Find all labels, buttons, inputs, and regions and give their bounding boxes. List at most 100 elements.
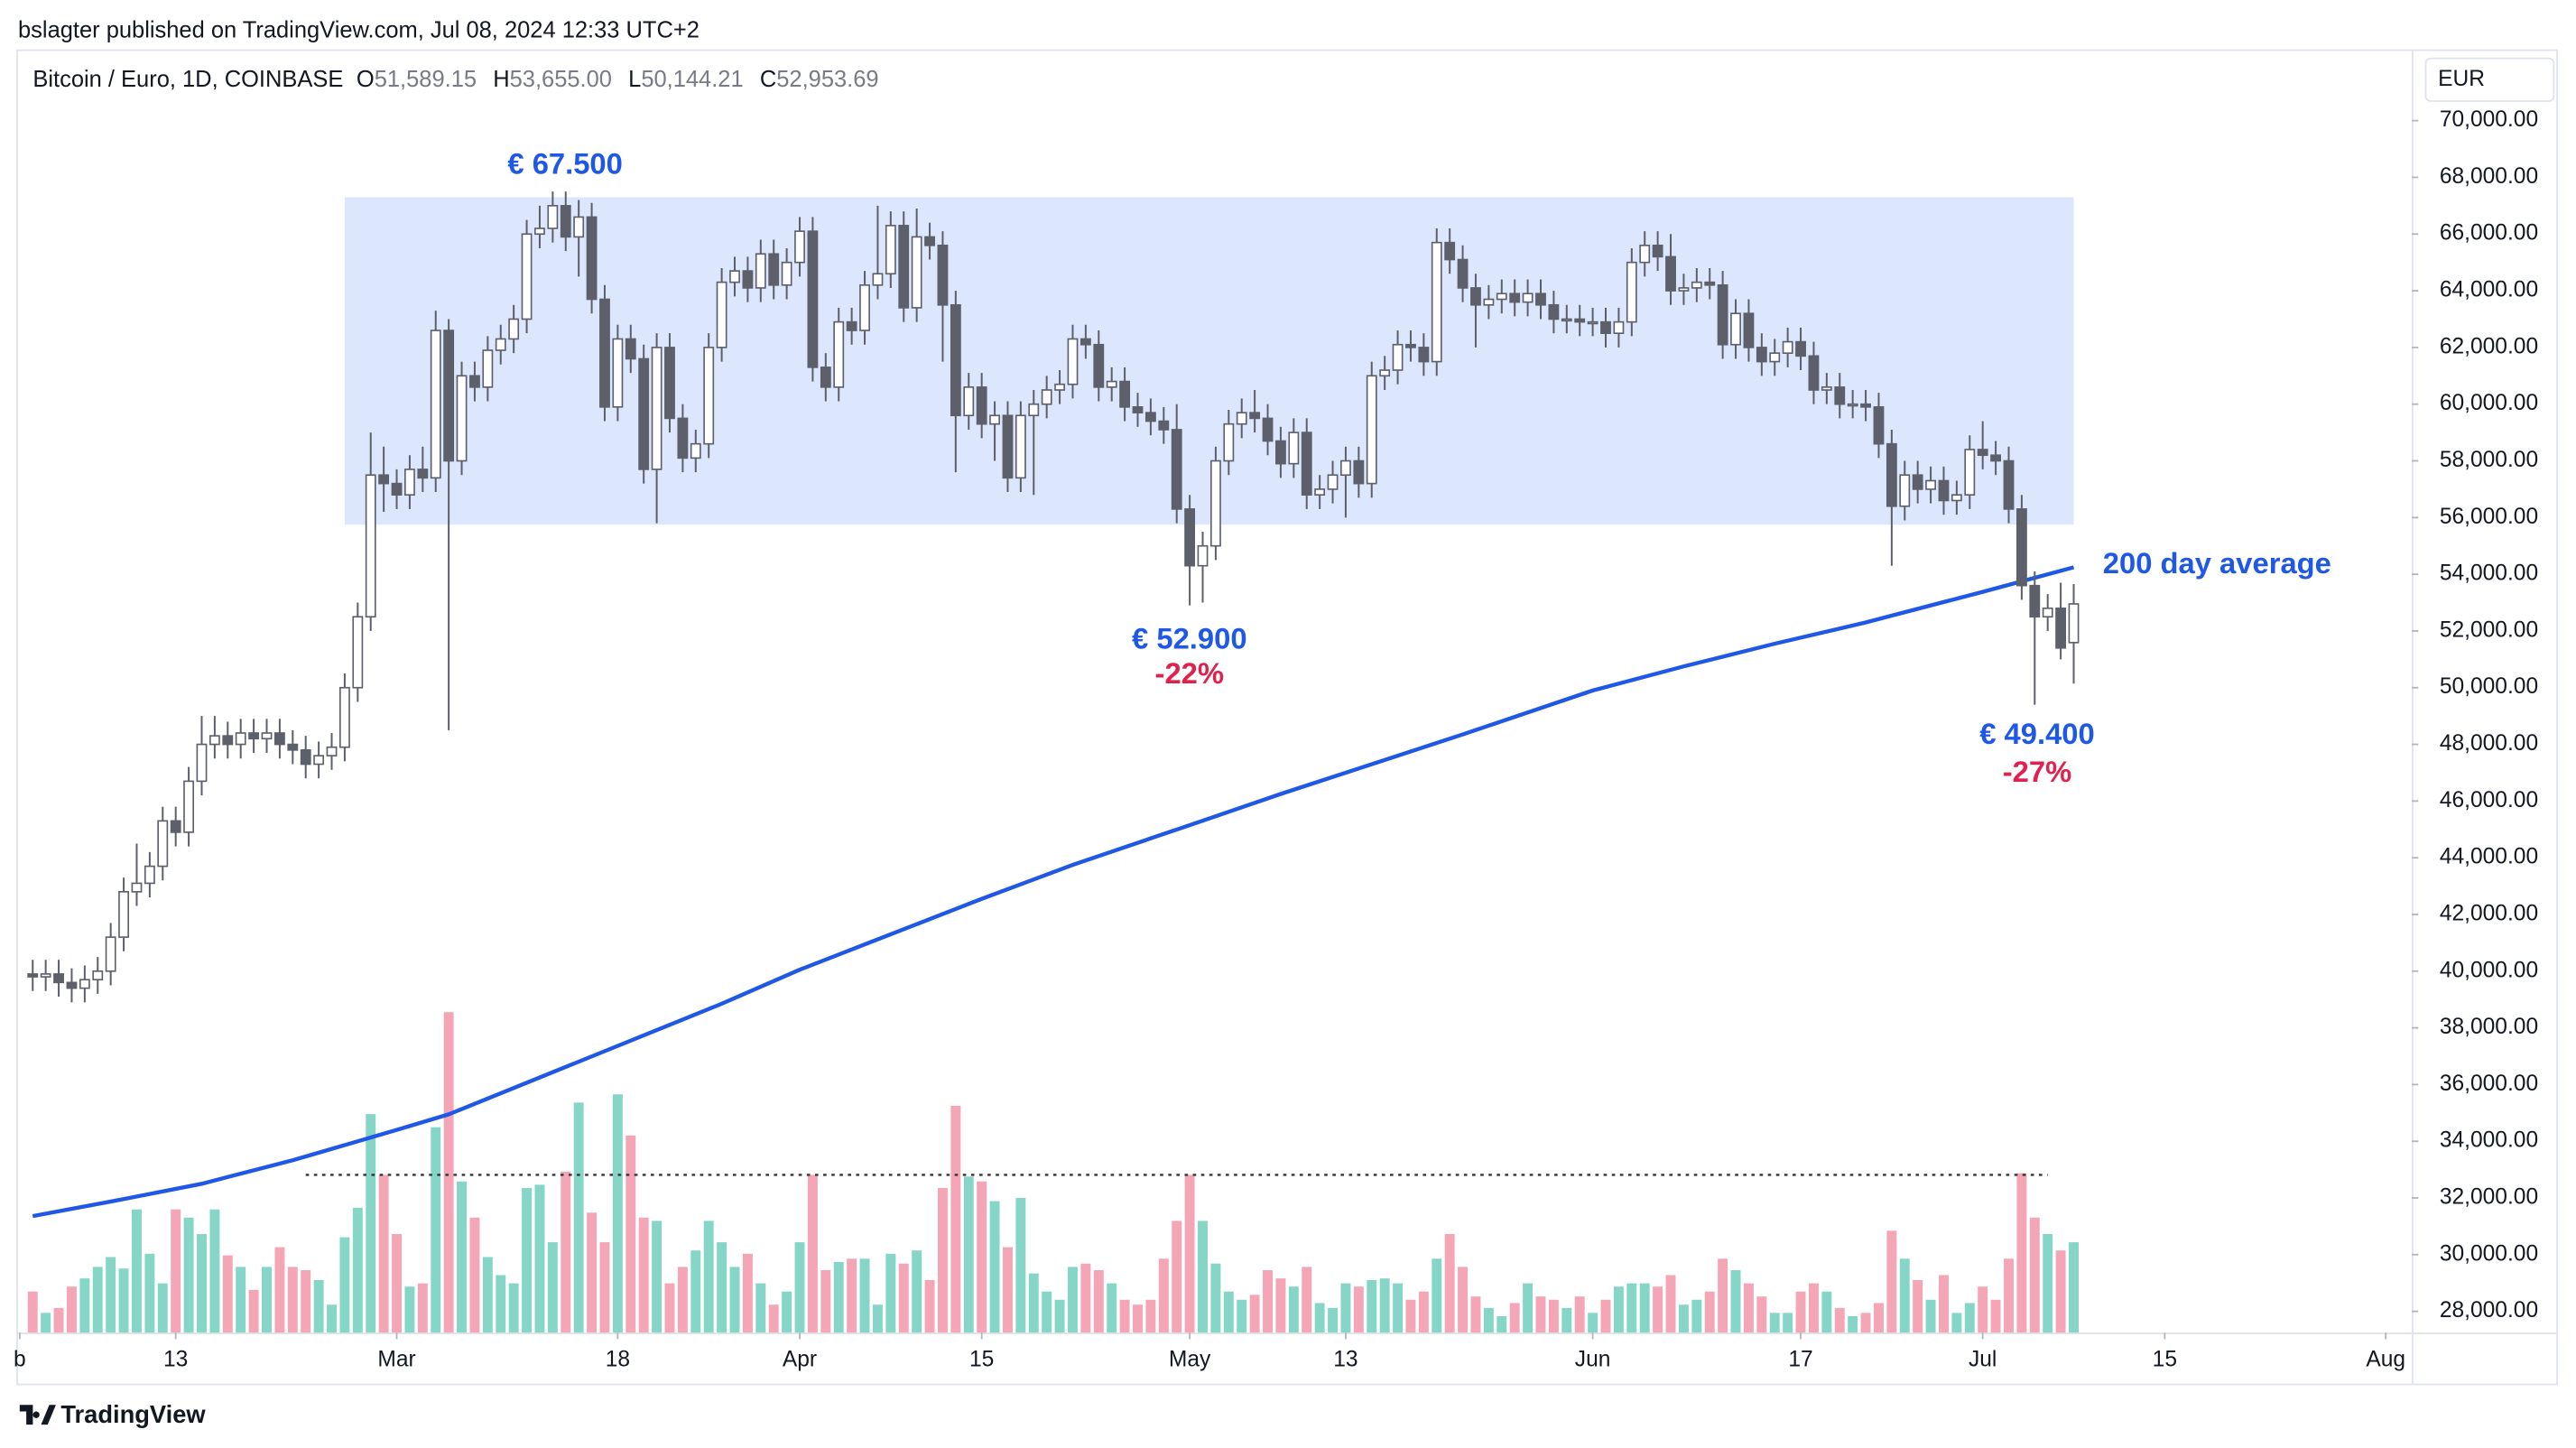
- candle-body: [716, 281, 727, 348]
- volume-bar: [1028, 1273, 1039, 1333]
- candle-body: [66, 981, 78, 989]
- candle-body: [79, 979, 90, 989]
- candle-body: [183, 780, 194, 833]
- candle-body: [1925, 479, 1936, 490]
- volume-bar: [924, 1279, 935, 1333]
- volume-bar: [612, 1094, 623, 1333]
- volume-bar: [1990, 1299, 2001, 1333]
- volume-bar: [457, 1181, 468, 1333]
- candle-body: [1613, 320, 1625, 335]
- candle-body: [989, 414, 1000, 425]
- volume-bar: [1080, 1263, 1091, 1333]
- y-tick-label: 66,000.00: [2440, 221, 2538, 246]
- y-tick-label: 46,000.00: [2440, 788, 2538, 812]
- volume-bar: [2016, 1173, 2027, 1333]
- volume-bar: [508, 1283, 519, 1333]
- volume-bar: [1600, 1299, 1611, 1333]
- volume-bar: [92, 1267, 103, 1333]
- candle-body: [573, 216, 585, 238]
- volume-bar: [989, 1201, 1000, 1333]
- candle-body: [755, 253, 766, 289]
- volume-bar: [1496, 1315, 1507, 1333]
- candle-body: [208, 735, 220, 746]
- candle-body: [404, 469, 415, 497]
- candle-body: [1470, 287, 1481, 306]
- ohlc-value: 50,144.21: [641, 67, 743, 92]
- x-tick-label: 17: [1788, 1348, 1812, 1372]
- candle-body: [1756, 347, 1767, 363]
- y-tick-label: 42,000.00: [2440, 901, 2538, 925]
- logo-icon[interactable]: [19, 1405, 56, 1425]
- ohlc-values: O51,589.15 H53,655.00 L50,144.21 C52,953.69: [357, 67, 879, 92]
- candle-body: [1769, 352, 1781, 363]
- volume-bar: [1275, 1278, 1286, 1333]
- candle-body: [807, 230, 819, 368]
- volume-bar: [547, 1242, 558, 1333]
- annotation-high: € 67.500: [507, 147, 622, 181]
- volume-bar: [132, 1209, 142, 1333]
- volume-bar: [1639, 1283, 1650, 1333]
- candle-body: [1236, 412, 1247, 425]
- candle-body: [820, 367, 831, 388]
- candle-body: [1431, 241, 1442, 363]
- volume-bar: [118, 1268, 129, 1333]
- candle-body: [1457, 258, 1469, 289]
- candle-body: [1067, 338, 1079, 385]
- volume-bar: [885, 1253, 896, 1333]
- candle-body: [1652, 245, 1663, 258]
- candle-body: [1392, 343, 1404, 371]
- volume-bar: [1535, 1296, 1546, 1333]
- volume-bar: [573, 1102, 584, 1333]
- volume-bar: [1691, 1299, 1702, 1333]
- candle-body: [1418, 347, 1430, 363]
- currency[interactable]: EUR: [2438, 67, 2485, 91]
- volume-bar: [404, 1286, 415, 1333]
- candle-body: [1197, 544, 1209, 567]
- y-tick-label: 62,000.00: [2440, 334, 2538, 358]
- candle-body: [1574, 318, 1586, 323]
- volume-bar: [313, 1279, 324, 1333]
- volume-bar: [1718, 1258, 1728, 1333]
- candle-body: [924, 236, 935, 246]
- volume-bar: [1483, 1307, 1494, 1333]
- x-tick-label: b: [14, 1348, 26, 1372]
- volume-bar: [1458, 1267, 1469, 1333]
- candle-body: [157, 820, 169, 868]
- range-box: [344, 197, 2074, 525]
- candle-body: [1730, 312, 1741, 346]
- publisher-line: bslagter published on TradingView.com, J…: [18, 17, 700, 42]
- candle-body: [391, 482, 403, 497]
- brand[interactable]: TradingView: [60, 1400, 206, 1428]
- volume-bar: [1548, 1299, 1559, 1333]
- currency-box[interactable]: [2424, 57, 2555, 102]
- candle-body: [534, 227, 545, 236]
- volume-bar: [1874, 1303, 1884, 1333]
- volume-bar: [755, 1283, 766, 1333]
- moving-average-line: [32, 565, 2075, 1219]
- volume-bar: [1808, 1283, 1819, 1333]
- x-tick-label: 15: [969, 1348, 994, 1372]
- candle-body: [235, 732, 246, 746]
- volume-bar: [1249, 1295, 1260, 1333]
- volume-bar: [171, 1209, 181, 1333]
- volume-bar: [742, 1253, 753, 1333]
- y-tick-label: 48,000.00: [2440, 731, 2538, 756]
- candle-body: [2055, 607, 2067, 649]
- volume-bar: [274, 1247, 285, 1333]
- volume-bar: [1939, 1275, 1949, 1333]
- candle-body: [1080, 338, 1091, 346]
- volume-bar: [1783, 1313, 1793, 1333]
- ohlc-key: L: [628, 67, 641, 92]
- candle-body: [1353, 459, 1365, 485]
- candle-body: [1002, 414, 1014, 479]
- y-tick-label: 54,000.00: [2440, 562, 2538, 586]
- volume-bar: [1821, 1291, 1832, 1333]
- brand-logo[interactable]: TradingView: [19, 1400, 207, 1428]
- volume-bar: [106, 1257, 116, 1333]
- candle-body: [1691, 281, 1702, 289]
- candle-body: [1847, 403, 1858, 407]
- candle-body: [1028, 403, 1040, 417]
- candle-body: [625, 338, 636, 360]
- candle-body: [1899, 474, 1911, 507]
- volume-bar: [833, 1261, 844, 1333]
